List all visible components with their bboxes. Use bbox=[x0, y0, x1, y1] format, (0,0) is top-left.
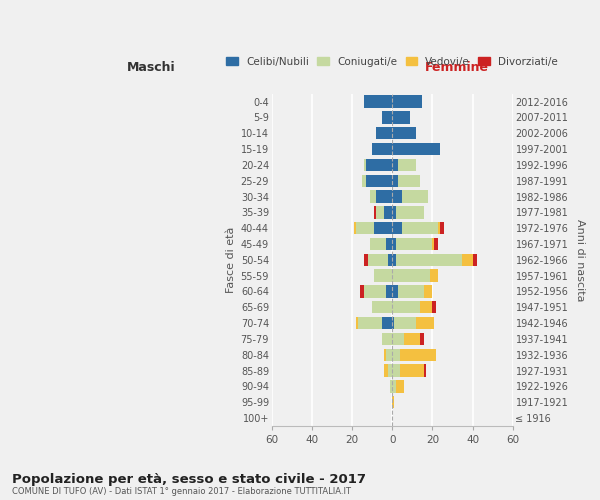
Bar bbox=[382, 112, 392, 124]
Legend: Celibi/Nubili, Coniugati/e, Vedovi/e, Divorziati/e: Celibi/Nubili, Coniugati/e, Vedovi/e, Di… bbox=[223, 52, 562, 70]
Bar bbox=[376, 206, 384, 218]
Bar bbox=[392, 190, 402, 202]
Bar bbox=[394, 317, 416, 330]
Bar bbox=[386, 286, 392, 298]
Bar bbox=[400, 348, 436, 361]
Bar bbox=[392, 380, 396, 392]
Bar bbox=[360, 286, 364, 298]
Bar bbox=[382, 333, 392, 345]
Bar bbox=[396, 254, 463, 266]
Bar bbox=[372, 143, 392, 155]
Bar bbox=[434, 238, 439, 250]
Bar bbox=[392, 270, 430, 282]
Bar bbox=[392, 333, 404, 345]
Bar bbox=[366, 158, 392, 171]
Bar bbox=[473, 254, 476, 266]
Bar bbox=[439, 222, 440, 234]
Bar bbox=[364, 96, 392, 108]
Bar bbox=[404, 333, 421, 345]
Bar bbox=[430, 270, 439, 282]
Bar bbox=[374, 222, 392, 234]
Bar bbox=[358, 317, 382, 330]
Bar bbox=[356, 222, 374, 234]
Bar bbox=[376, 127, 392, 140]
Bar bbox=[386, 238, 392, 250]
Bar bbox=[392, 222, 402, 234]
Bar bbox=[396, 206, 424, 218]
Bar bbox=[398, 174, 421, 187]
Text: COMUNE DI TUFO (AV) - Dati ISTAT 1° gennaio 2017 - Elaborazione TUTTITALIA.IT: COMUNE DI TUFO (AV) - Dati ISTAT 1° genn… bbox=[12, 488, 351, 496]
Bar bbox=[433, 301, 436, 314]
Bar bbox=[372, 301, 392, 314]
Bar bbox=[440, 222, 445, 234]
Y-axis label: Fasce di età: Fasce di età bbox=[226, 226, 236, 293]
Bar bbox=[398, 286, 424, 298]
Bar bbox=[416, 317, 434, 330]
Bar bbox=[374, 206, 376, 218]
Bar bbox=[421, 333, 424, 345]
Bar bbox=[392, 286, 398, 298]
Bar bbox=[388, 364, 392, 377]
Bar bbox=[392, 301, 421, 314]
Bar bbox=[396, 380, 404, 392]
Bar bbox=[398, 158, 416, 171]
Bar bbox=[392, 206, 396, 218]
Text: Popolazione per età, sesso e stato civile - 2017: Popolazione per età, sesso e stato civil… bbox=[12, 472, 366, 486]
Bar bbox=[382, 317, 392, 330]
Bar bbox=[384, 206, 392, 218]
Bar bbox=[392, 238, 396, 250]
Bar bbox=[402, 190, 428, 202]
Bar bbox=[392, 96, 422, 108]
Bar bbox=[364, 158, 366, 171]
Bar bbox=[402, 222, 439, 234]
Bar bbox=[364, 254, 368, 266]
Bar bbox=[424, 364, 427, 377]
Bar bbox=[392, 143, 440, 155]
Bar bbox=[463, 254, 473, 266]
Bar bbox=[392, 174, 398, 187]
Bar bbox=[376, 190, 392, 202]
Bar bbox=[392, 348, 400, 361]
Bar bbox=[390, 380, 392, 392]
Bar bbox=[392, 158, 398, 171]
Bar bbox=[384, 348, 386, 361]
Bar bbox=[392, 396, 394, 408]
Bar bbox=[424, 286, 433, 298]
Text: Femmine: Femmine bbox=[425, 61, 489, 74]
Bar bbox=[421, 301, 433, 314]
Bar bbox=[386, 348, 392, 361]
Bar bbox=[362, 174, 366, 187]
Bar bbox=[354, 222, 356, 234]
Bar bbox=[392, 364, 400, 377]
Bar bbox=[396, 238, 433, 250]
Text: Maschi: Maschi bbox=[127, 61, 176, 74]
Bar bbox=[433, 238, 434, 250]
Bar bbox=[392, 112, 410, 124]
Bar bbox=[392, 127, 416, 140]
Bar bbox=[368, 254, 388, 266]
Bar bbox=[356, 317, 358, 330]
Bar bbox=[364, 286, 386, 298]
Bar bbox=[392, 317, 394, 330]
Bar bbox=[392, 254, 396, 266]
Bar bbox=[388, 254, 392, 266]
Y-axis label: Anni di nascita: Anni di nascita bbox=[575, 218, 585, 301]
Bar bbox=[400, 364, 424, 377]
Bar bbox=[370, 190, 376, 202]
Bar bbox=[370, 238, 386, 250]
Bar bbox=[374, 270, 392, 282]
Bar bbox=[366, 174, 392, 187]
Bar bbox=[384, 364, 388, 377]
